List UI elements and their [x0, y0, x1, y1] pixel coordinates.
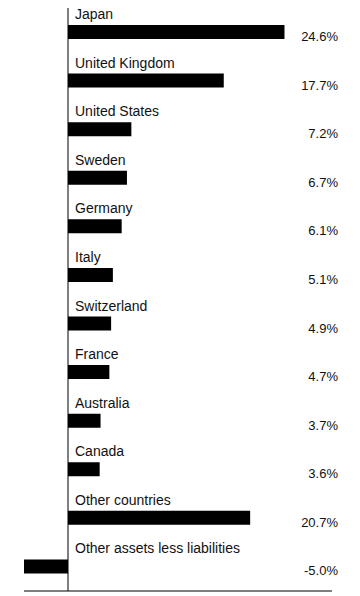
- svg-text:4.9%: 4.9%: [308, 321, 338, 336]
- svg-text:Other assets less liabilities: Other assets less liabilities: [75, 540, 240, 556]
- svg-text:24.6%: 24.6%: [301, 29, 338, 44]
- svg-text:Switzerland: Switzerland: [75, 298, 147, 314]
- svg-text:3.6%: 3.6%: [308, 466, 338, 481]
- svg-text:5.1%: 5.1%: [308, 272, 338, 287]
- svg-text:3.7%: 3.7%: [308, 418, 338, 433]
- svg-text:Other countries: Other countries: [75, 492, 171, 508]
- svg-text:France: France: [75, 346, 119, 362]
- svg-text:6.1%: 6.1%: [308, 223, 338, 238]
- svg-text:Canada: Canada: [75, 443, 124, 459]
- svg-text:7.2%: 7.2%: [308, 126, 338, 141]
- svg-text:Japan: Japan: [75, 8, 113, 22]
- svg-text:Australia: Australia: [75, 395, 130, 411]
- svg-text:20.7%: 20.7%: [301, 515, 338, 530]
- svg-text:4.7%: 4.7%: [308, 369, 338, 384]
- svg-text:Italy: Italy: [75, 249, 101, 265]
- svg-text:17.7%: 17.7%: [301, 78, 338, 93]
- svg-text:United States: United States: [75, 103, 159, 119]
- svg-text:Germany: Germany: [75, 200, 133, 216]
- svg-text:Sweden: Sweden: [75, 152, 126, 168]
- svg-text:-5.0%: -5.0%: [304, 563, 338, 578]
- svg-text:United Kingdom: United Kingdom: [75, 55, 175, 71]
- svg-text:6.7%: 6.7%: [308, 175, 338, 190]
